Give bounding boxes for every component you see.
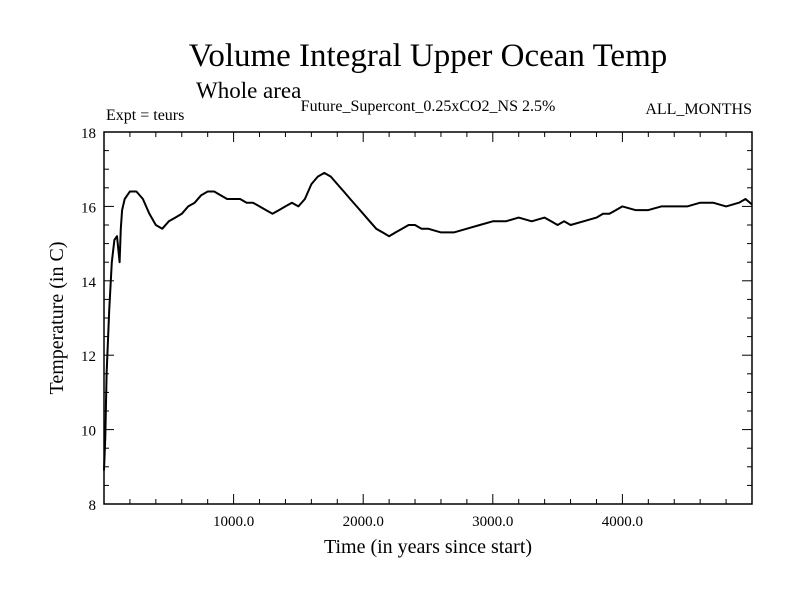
x-tick-label: 4000.0	[602, 514, 643, 530]
plot-frame	[103, 131, 753, 505]
annotation-left: Expt = teurs	[106, 107, 184, 124]
series-line-0	[103, 171, 753, 471]
series-layer	[103, 171, 753, 471]
y-tick-label: 8	[89, 498, 97, 514]
annotation-right: ALL_MONTHS	[645, 101, 752, 118]
annotation-center: Future_Supercont_0.25xCO2_NS 2.5%	[301, 98, 556, 115]
y-axis-label: Temperature (in C)	[46, 242, 68, 395]
x-axis-label: Time (in years since start)	[324, 536, 532, 558]
x-tick-label: 1000.0	[213, 514, 254, 530]
y-tick-label: 12	[81, 349, 96, 365]
y-tick-label: 14	[81, 275, 97, 291]
axes	[103, 131, 753, 505]
chart-title: Volume Integral Upper Ocean Temp	[189, 38, 667, 74]
ticks: 1000.0 2000.0 3000.0 4000.0 8 10 12 14 16 18	[81, 126, 752, 530]
x-tick-label: 2000.0	[343, 514, 384, 530]
x-tick-label: 3000.0	[472, 514, 513, 530]
y-tick-label: 18	[81, 126, 96, 142]
chart-subtitle: Whole area	[196, 78, 301, 103]
y-tick-label: 16	[81, 200, 97, 216]
y-tick-label: 10	[81, 424, 96, 440]
